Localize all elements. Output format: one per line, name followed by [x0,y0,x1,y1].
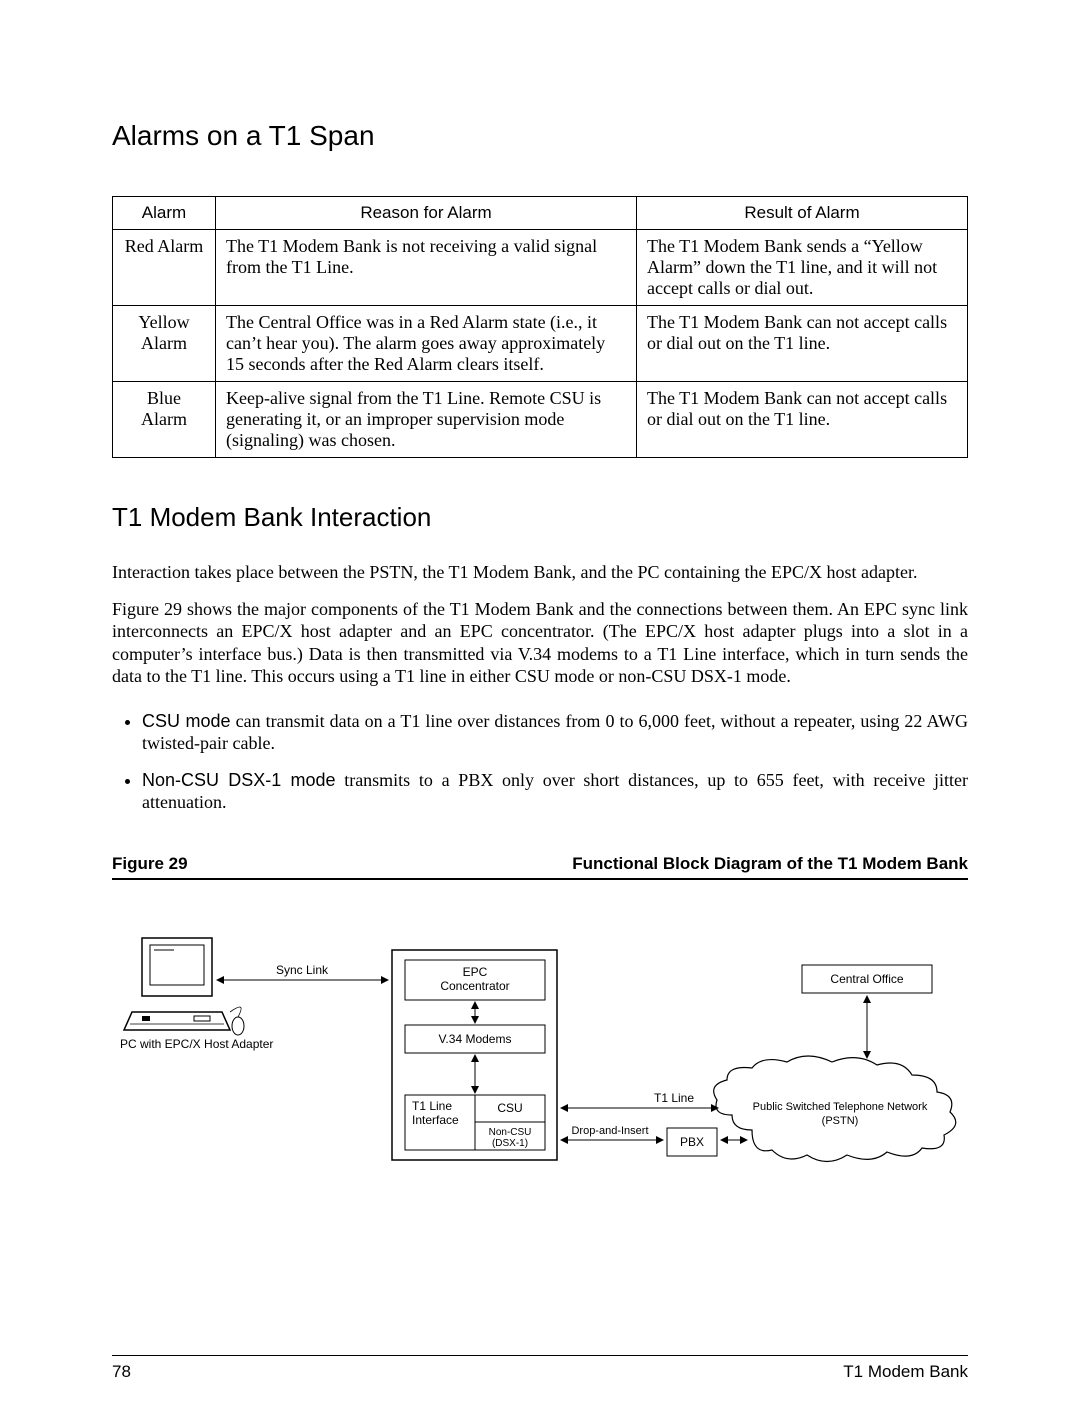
label-t1-line: T1 Line [654,1091,694,1105]
section-heading-alarms: Alarms on a T1 Span [112,120,968,152]
label-epc1: EPC [463,965,488,979]
page-number: 78 [112,1362,131,1382]
label-noncsu1: Non-CSU [489,1127,532,1138]
alarms-table: Alarm Reason for Alarm Result of Alarm R… [112,196,968,458]
cell-alarm: Yellow Alarm [113,306,216,382]
mode-label: CSU mode [142,711,231,731]
paragraph: Interaction takes place between the PSTN… [112,561,968,584]
pc-icon [124,938,244,1035]
label-v34: V.34 Modems [439,1032,512,1046]
table-header-row: Alarm Reason for Alarm Result of Alarm [113,197,968,230]
cell-result: The T1 Modem Bank can not accept calls o… [637,306,968,382]
figure-header: Figure 29 Functional Block Diagram of th… [112,854,968,880]
col-header-result: Result of Alarm [637,197,968,230]
cell-reason: The T1 Modem Bank is not receiving a val… [216,230,637,306]
cell-result: The T1 Modem Bank can not accept calls o… [637,382,968,458]
label-sync-link: Sync Link [276,963,329,977]
col-header-reason: Reason for Alarm [216,197,637,230]
label-csu: CSU [497,1101,522,1115]
label-drop-insert: Drop-and-Insert [571,1125,648,1137]
label-pstn1: Public Switched Telephone Network [753,1101,928,1113]
label-t1li2: Interface [412,1113,459,1127]
table-row: Red Alarm The T1 Modem Bank is not recei… [113,230,968,306]
cell-alarm: Blue Alarm [113,382,216,458]
col-header-alarm: Alarm [113,197,216,230]
block-diagram: PC with EPC/X Host Adapter EPC Concentra… [112,930,968,1195]
diagram-svg: PC with EPC/X Host Adapter EPC Concentra… [112,930,968,1190]
section-heading-interaction: T1 Modem Bank Interaction [112,502,968,533]
label-pstn2: (PSTN) [822,1115,859,1127]
cell-result: The T1 Modem Bank sends a “Yellow Alarm”… [637,230,968,306]
modes-list: CSU mode can transmit data on a T1 line … [112,710,968,814]
label-t1li1: T1 Line [412,1099,452,1113]
label-noncsu2: (DSX-1) [492,1138,528,1149]
list-item: CSU mode can transmit data on a T1 line … [142,710,968,755]
cell-reason: Keep-alive signal from the T1 Line. Remo… [216,382,637,458]
cell-reason: The Central Office was in a Red Alarm st… [216,306,637,382]
label-pbx: PBX [680,1135,704,1149]
footer-doc-title: T1 Modem Bank [843,1362,968,1382]
paragraph: Figure 29 shows the major components of … [112,598,968,688]
document-page: Alarms on a T1 Span Alarm Reason for Ala… [0,0,1080,1422]
label-central-office: Central Office [830,972,903,986]
mode-text: can transmit data on a T1 line over dist… [142,711,968,754]
page-footer: 78 T1 Modem Bank [112,1355,968,1382]
figure-label: Figure 29 [112,854,188,874]
cell-alarm: Red Alarm [113,230,216,306]
label-epc2: Concentrator [440,979,509,993]
list-item: Non-CSU DSX-1 mode transmits to a PBX on… [142,769,968,814]
figure-caption: Functional Block Diagram of the T1 Modem… [572,854,968,874]
label-pc: PC with EPC/X Host Adapter [120,1037,273,1051]
table-row: Blue Alarm Keep-alive signal from the T1… [113,382,968,458]
table-row: Yellow Alarm The Central Office was in a… [113,306,968,382]
mode-label: Non-CSU DSX-1 mode [142,770,335,790]
